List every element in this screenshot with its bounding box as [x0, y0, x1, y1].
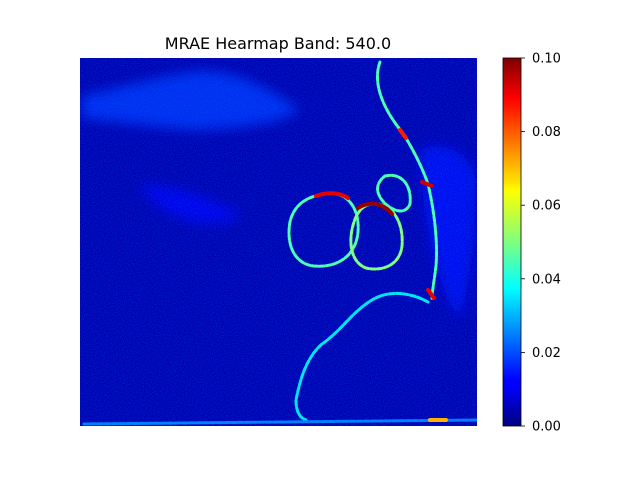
upper-ring — [376, 173, 412, 213]
colorbar-tick-label: 0.02 — [532, 346, 561, 361]
colorbar-tick-label: 0.08 — [532, 125, 561, 140]
lower-curved-edge — [294, 292, 430, 422]
colorbar: 0.00 0.02 0.04 0.06 0.08 0.10 — [502, 52, 561, 435]
middle-ring — [349, 202, 404, 271]
bottom-row-edge — [82, 418, 477, 426]
grain-layer — [80, 58, 477, 426]
colorbar-gradient — [503, 58, 521, 426]
right-edge-hotspot-upper — [420, 180, 434, 188]
edge-layer — [82, 60, 477, 426]
chart-title: MRAE Hearmap Band: 540.0 — [165, 34, 391, 53]
colorbar-frame — [502, 57, 522, 427]
colorbar-tick-label: 0.04 — [532, 272, 561, 287]
left-ring-hotspot — [314, 191, 350, 200]
colorbar-tick-label: 0.00 — [532, 420, 561, 435]
hotspot-layer — [314, 128, 448, 422]
colorbar-ticks: 0.00 0.02 0.04 0.06 0.08 0.10 — [521, 52, 561, 435]
right-edge-hotspot-lower — [426, 288, 436, 300]
ring-overlap-hotspot — [356, 201, 394, 216]
top-right-hotspot — [398, 128, 408, 140]
heatmap — [80, 58, 477, 426]
colorbar-tick-label: 0.06 — [532, 199, 561, 214]
colorbar-tick-label: 0.10 — [532, 52, 561, 67]
left-ring — [287, 191, 360, 268]
